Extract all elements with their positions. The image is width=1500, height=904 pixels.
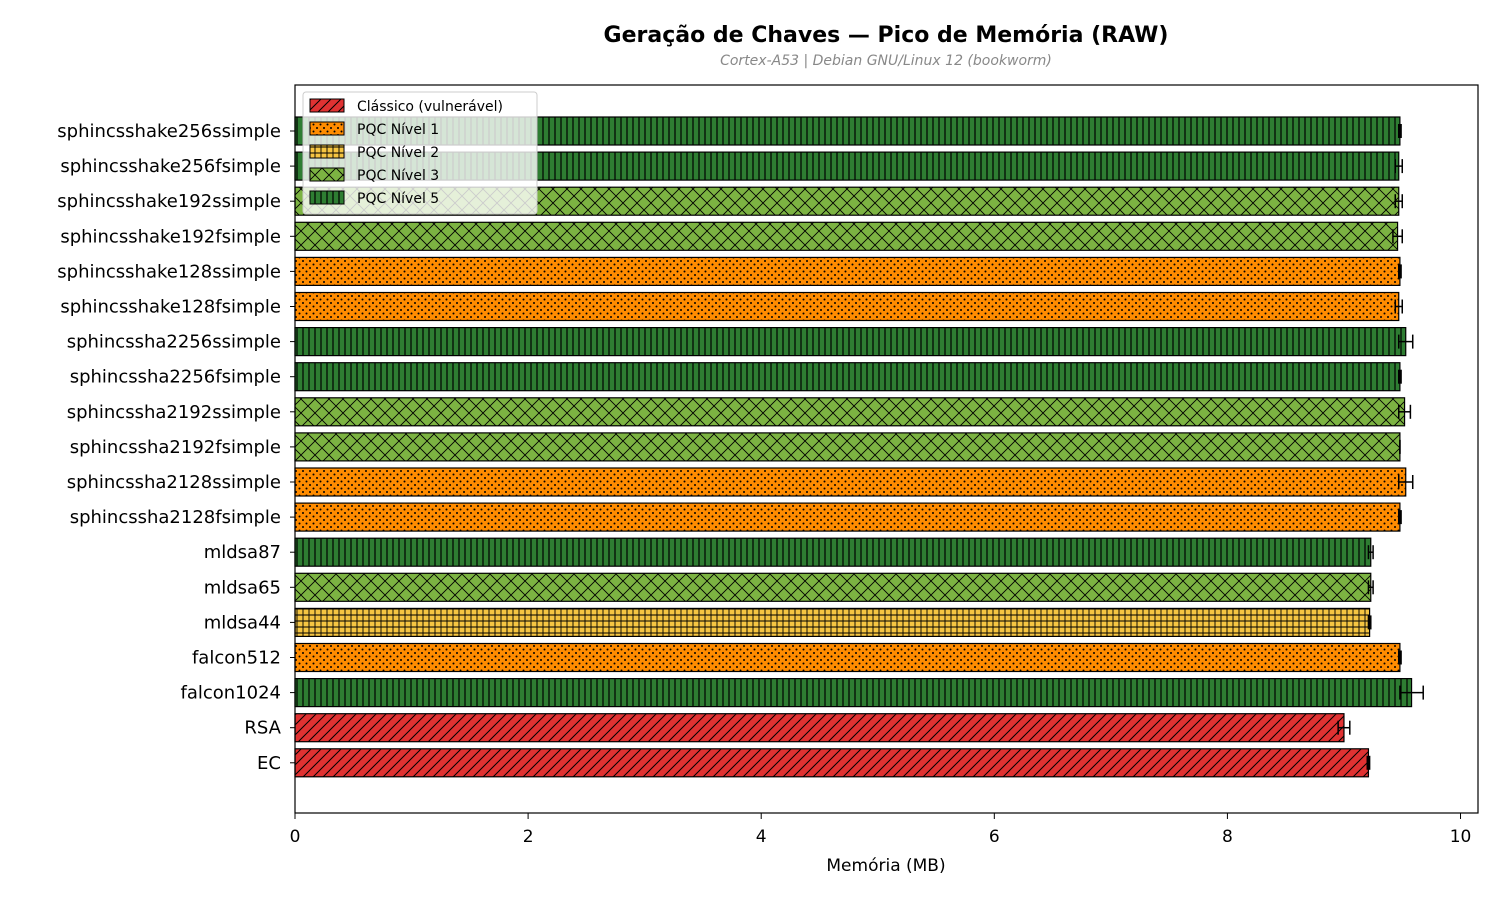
error-bar	[1367, 615, 1372, 630]
legend-item: Clássico (vulnerável)	[309, 98, 503, 115]
y-tick-label: sphincssha2128ssimple	[67, 472, 281, 493]
x-tick-label: 2	[523, 827, 534, 847]
legend-label: PQC Nível 3	[357, 168, 439, 184]
plot-frame	[294, 84, 1479, 814]
x-axis: 0 2 4 6 8 10	[290, 813, 1472, 847]
x-axis-label: Memória (MB)	[826, 856, 945, 876]
bar	[294, 748, 1370, 778]
error-bar	[1366, 755, 1371, 770]
error-bar	[1397, 475, 1414, 489]
error-bar	[1367, 545, 1374, 560]
y-tick-label: sphincssha2256ssimple	[67, 332, 281, 353]
error-bar	[1367, 580, 1374, 595]
bar	[294, 572, 1372, 602]
error-bar	[1397, 334, 1414, 349]
error-bar	[1397, 124, 1402, 138]
y-tick-label: sphincsshake128ssimple	[57, 261, 281, 282]
error-bar	[1392, 229, 1403, 244]
error-bar	[1394, 159, 1403, 174]
error-bar	[1397, 369, 1402, 384]
bar	[294, 397, 1406, 427]
legend-item: PQC Nível 2	[309, 144, 439, 161]
error-bar	[1397, 404, 1412, 419]
chart-title: Geração de Chaves — Pico de Memória (RAW…	[604, 23, 1169, 48]
bar	[294, 537, 1372, 567]
bar	[294, 221, 1399, 251]
x-tick-label: 4	[756, 827, 767, 847]
legend-label: Clássico (vulnerável)	[357, 99, 503, 115]
y-tick-label: EC	[257, 753, 281, 774]
error-bar	[1397, 650, 1402, 665]
x-tick-label: 8	[1222, 827, 1233, 847]
bar	[294, 642, 1401, 673]
y-tick-label: sphincsshake256fsimple	[60, 156, 281, 177]
y-tick-label: sphincsshake256ssimple	[57, 121, 281, 142]
error-bars-layer	[1337, 124, 1424, 770]
y-tick-label: sphincssha2192fsimple	[70, 437, 281, 458]
error-bar	[1397, 264, 1402, 279]
legend-label: PQC Nível 2	[357, 145, 439, 161]
bar	[294, 432, 1401, 462]
bar	[294, 713, 1345, 743]
bars-layer	[294, 116, 1413, 778]
bar	[294, 291, 1400, 322]
bar	[294, 467, 1407, 497]
y-tick-label: mldsa44	[204, 612, 281, 633]
legend: Clássico (vulnerável) PQC Nível 1 PQC Níve…	[302, 91, 538, 215]
y-tick-label: mldsa87	[204, 542, 281, 563]
legend-item: PQC Nível 3	[309, 167, 439, 184]
error-bar	[1394, 194, 1403, 209]
chart-subtitle: Cortex-A53 | Debian GNU/Linux 12 (bookwo…	[720, 53, 1052, 69]
bar	[294, 327, 1407, 357]
x-tick-label: 6	[989, 827, 1000, 847]
y-tick-label: RSA	[244, 718, 281, 739]
y-tick-label: sphincssha2256fsimple	[70, 367, 281, 388]
y-axis: sphincsshake256ssimple sphincsshake256fsi…	[57, 121, 295, 774]
error-bar	[1394, 299, 1403, 314]
error-bar	[1399, 685, 1424, 700]
y-tick-label: falcon1024	[181, 683, 282, 704]
x-tick-label: 0	[290, 827, 301, 847]
legend-item: PQC Nível 5	[309, 190, 439, 207]
x-tick-label: 10	[1450, 827, 1472, 847]
y-tick-label: sphincsshake128fsimple	[60, 297, 281, 318]
legend-label: PQC Nível 1	[357, 122, 439, 138]
bar	[294, 502, 1401, 532]
legend-label: PQC Nível 5	[357, 191, 439, 207]
y-tick-label: sphincssha2128fsimple	[70, 507, 281, 528]
legend-item: PQC Nível 1	[309, 121, 439, 138]
bar	[294, 256, 1401, 286]
bar	[294, 362, 1401, 392]
legend-box	[302, 91, 538, 215]
y-tick-label: falcon512	[192, 648, 281, 669]
y-tick-label: sphincsshake192fsimple	[60, 226, 281, 247]
bar	[294, 677, 1413, 708]
error-bar	[1397, 510, 1402, 525]
y-tick-label: sphincsshake192ssimple	[57, 191, 281, 212]
error-bar	[1337, 720, 1351, 735]
y-tick-label: mldsa65	[204, 577, 281, 598]
bar	[294, 607, 1371, 638]
y-tick-label: sphincssha2192ssimple	[67, 402, 281, 423]
